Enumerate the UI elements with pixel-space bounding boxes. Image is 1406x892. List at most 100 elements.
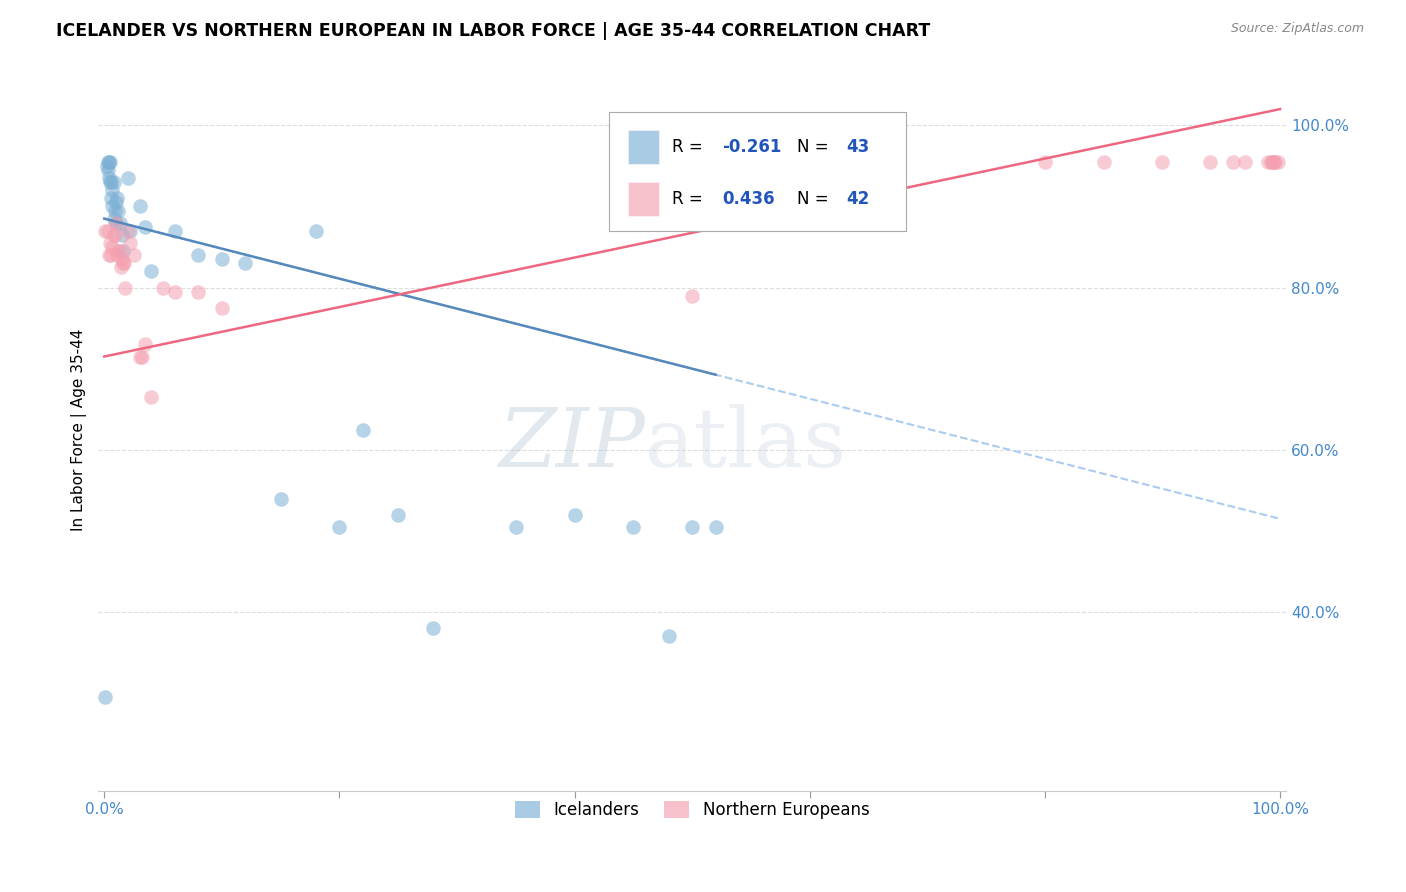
- Point: [97, 163, 120, 178]
- Point: [505, 520, 527, 534]
- Point: [112, 244, 135, 258]
- Point: [564, 508, 586, 522]
- Point: [141, 264, 163, 278]
- Point: [117, 224, 139, 238]
- Text: 0.436: 0.436: [721, 190, 775, 209]
- Point: [111, 227, 134, 242]
- Point: [104, 216, 127, 230]
- Point: [104, 203, 127, 218]
- Point: [120, 235, 142, 250]
- Point: [122, 248, 145, 262]
- Point: [94, 224, 117, 238]
- Point: [98, 175, 121, 189]
- Point: [233, 256, 256, 270]
- Point: [97, 154, 120, 169]
- Point: [681, 288, 703, 302]
- Text: N =: N =: [797, 137, 834, 156]
- Point: [101, 240, 124, 254]
- Point: [117, 171, 139, 186]
- Point: [108, 244, 131, 258]
- Point: [110, 260, 132, 275]
- Point: [681, 520, 703, 534]
- Point: [658, 630, 681, 644]
- Point: [107, 203, 129, 218]
- Point: [97, 154, 120, 169]
- Point: [100, 175, 122, 189]
- Point: [97, 224, 120, 238]
- Point: [1257, 154, 1279, 169]
- Point: [163, 224, 186, 238]
- Point: [103, 175, 125, 189]
- Point: [97, 171, 120, 186]
- Point: [104, 227, 127, 242]
- Point: [1260, 154, 1282, 169]
- Text: 43: 43: [846, 137, 870, 156]
- Text: R =: R =: [672, 137, 709, 156]
- Point: [328, 520, 350, 534]
- Point: [621, 520, 644, 534]
- Point: [104, 195, 127, 210]
- Point: [105, 248, 128, 262]
- Point: [1264, 154, 1286, 169]
- Text: ICELANDER VS NORTHERN EUROPEAN IN LABOR FORCE | AGE 35-44 CORRELATION CHART: ICELANDER VS NORTHERN EUROPEAN IN LABOR …: [56, 22, 931, 40]
- Point: [1267, 154, 1289, 169]
- Point: [100, 191, 122, 205]
- Point: [112, 256, 135, 270]
- Point: [114, 280, 136, 294]
- Text: ZIP: ZIP: [498, 404, 644, 484]
- Point: [352, 423, 374, 437]
- Point: [1152, 154, 1174, 169]
- Point: [111, 252, 134, 267]
- Point: [187, 248, 209, 262]
- Point: [1261, 154, 1284, 169]
- Text: R =: R =: [672, 190, 709, 209]
- Text: Source: ZipAtlas.com: Source: ZipAtlas.com: [1230, 22, 1364, 36]
- Point: [134, 337, 156, 351]
- Point: [152, 280, 174, 294]
- Point: [1261, 154, 1284, 169]
- Point: [108, 216, 131, 230]
- Point: [163, 285, 186, 299]
- Point: [105, 191, 128, 205]
- Point: [305, 224, 328, 238]
- Text: -0.261: -0.261: [721, 137, 782, 156]
- Point: [704, 520, 727, 534]
- Point: [103, 211, 125, 226]
- Point: [270, 491, 292, 506]
- Point: [94, 690, 117, 705]
- Point: [422, 621, 444, 635]
- Text: N =: N =: [797, 190, 834, 209]
- Point: [101, 199, 124, 213]
- Point: [107, 244, 129, 258]
- Point: [1263, 154, 1285, 169]
- Point: [1233, 154, 1256, 169]
- Y-axis label: In Labor Force | Age 35-44: In Labor Force | Age 35-44: [72, 328, 87, 531]
- Point: [104, 216, 127, 230]
- Point: [97, 248, 120, 262]
- FancyBboxPatch shape: [628, 183, 659, 217]
- Point: [98, 235, 121, 250]
- Point: [128, 199, 150, 213]
- Text: atlas: atlas: [644, 404, 846, 484]
- Point: [134, 219, 156, 234]
- Point: [120, 224, 142, 238]
- Point: [96, 159, 118, 173]
- Point: [1033, 154, 1056, 169]
- Point: [101, 183, 124, 197]
- Point: [187, 285, 209, 299]
- Point: [211, 252, 233, 267]
- Point: [100, 248, 122, 262]
- Point: [98, 154, 121, 169]
- Point: [1222, 154, 1244, 169]
- Point: [1198, 154, 1220, 169]
- Point: [131, 350, 153, 364]
- Text: 42: 42: [846, 190, 870, 209]
- Point: [128, 350, 150, 364]
- FancyBboxPatch shape: [609, 112, 905, 231]
- Point: [103, 227, 125, 242]
- Point: [387, 508, 409, 522]
- Legend: Icelanders, Northern Europeans: Icelanders, Northern Europeans: [509, 794, 876, 826]
- FancyBboxPatch shape: [628, 130, 659, 164]
- Point: [211, 301, 233, 315]
- Point: [141, 390, 163, 404]
